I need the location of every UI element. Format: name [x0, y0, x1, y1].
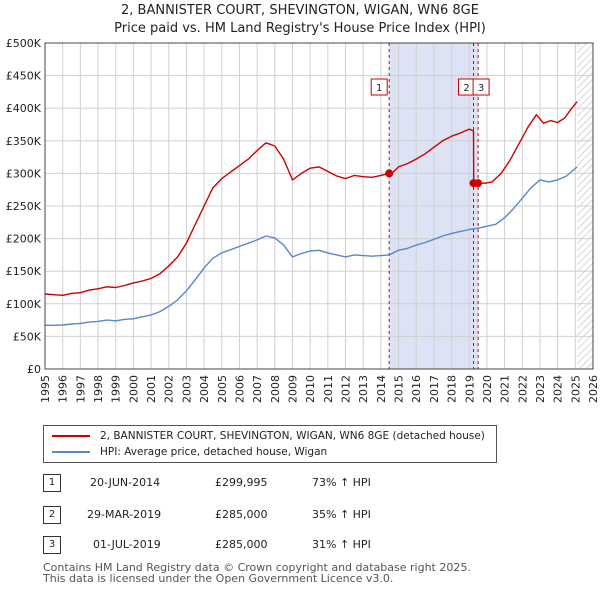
x-tick-label: 2003 [180, 375, 193, 403]
y-tick-label: £50K [13, 330, 42, 343]
sale-label-group: 2 [458, 78, 476, 96]
legend-line-property [52, 435, 90, 437]
footer-licence: This data is licensed under the Open Gov… [43, 572, 394, 585]
transaction-date: 20-JUN-2014 [90, 476, 161, 489]
legend-line-hpi [52, 451, 90, 453]
transaction-date: 29-MAR-2019 [87, 508, 162, 521]
x-tick-label: 2012 [340, 375, 353, 403]
transaction-price: £285,000 [215, 538, 268, 551]
sale-label-text: 2 [463, 83, 469, 94]
y-tick-label: £450K [6, 70, 42, 83]
x-tick-label: 2011 [322, 375, 335, 403]
x-tick-label: 2002 [163, 375, 176, 403]
property-price-line [44, 101, 578, 296]
x-tick-label: 2014 [375, 375, 388, 403]
x-tick-label: 2020 [481, 375, 494, 403]
legend-item-property: 2, BANNISTER COURT, SHEVINGTON, WIGAN, W… [52, 428, 485, 444]
transaction-hpi-change: 35% ↑ HPI [312, 508, 371, 521]
y-tick-label: £200K [6, 233, 42, 246]
legend-label-property: 2, BANNISTER COURT, SHEVINGTON, WIGAN, W… [100, 430, 485, 442]
x-tick-label: 2000 [127, 375, 140, 403]
legend-label-hpi: HPI: Average price, detached house, Wiga… [100, 446, 328, 458]
x-tick-label: 2025 [569, 375, 582, 403]
x-tick-label: 2015 [393, 375, 406, 403]
transaction-number: 1 [43, 474, 61, 492]
legend-item-hpi: HPI: Average price, detached house, Wiga… [52, 444, 327, 460]
price-chart: 1 2 3 £0 £50K £100K £150K £200K £250K £300K £350K £… [6, 37, 600, 403]
hpi-line [45, 166, 578, 326]
sale-label-group: 1 [370, 78, 388, 96]
x-tick-label: 2006 [233, 375, 246, 403]
transaction-number: 2 [43, 506, 61, 524]
footer-copyright: Contains HM Land Registry data © Crown c… [43, 561, 471, 574]
sale-label-box [472, 78, 490, 96]
y-tick-label: £0 [27, 363, 41, 376]
y-tick-label: £400K [6, 102, 42, 115]
x-tick-label: 2010 [304, 375, 317, 403]
x-tick-label: 2016 [410, 375, 423, 403]
y-tick-label: £150K [6, 265, 42, 278]
transaction-price: £285,000 [215, 508, 268, 521]
plot-border [44, 42, 594, 370]
x-tick-label: 1999 [110, 375, 123, 403]
x-tick-label: 1998 [92, 375, 105, 403]
x-tick-label: 2019 [463, 375, 476, 403]
x-tick-label: 2024 [552, 375, 565, 403]
x-tick-label: 1997 [74, 375, 87, 403]
y-tick-label: £350K [6, 135, 42, 148]
y-tick-label: £250K [6, 200, 42, 213]
x-tick-label: 2001 [145, 375, 158, 403]
x-tick-label: 2022 [516, 375, 529, 403]
legend: 2, BANNISTER COURT, SHEVINGTON, WIGAN, W… [43, 425, 497, 463]
x-tick-label: 2026 [587, 375, 600, 403]
sale-point [385, 169, 394, 178]
x-tick-label: 2013 [357, 375, 370, 403]
x-tick-label: 2007 [251, 375, 264, 403]
sale-point [474, 179, 483, 188]
y-tick-label: £500K [6, 37, 42, 50]
sale-label-text: 3 [478, 83, 484, 94]
y-tick-label: £100K [6, 298, 42, 311]
transaction-price: £299,995 [215, 476, 268, 489]
x-tick-label: 2008 [269, 375, 282, 403]
x-tick-label: 2023 [534, 375, 547, 403]
x-tick-label: 2004 [198, 375, 211, 403]
x-tick-label: 2009 [286, 375, 299, 403]
x-tick-label: 1995 [39, 375, 52, 403]
x-tick-label: 2018 [446, 375, 459, 403]
transaction-number: 3 [43, 536, 61, 554]
chart-title: 2, BANNISTER COURT, SHEVINGTON, WIGAN, W… [121, 3, 479, 18]
transaction-hpi-change: 73% ↑ HPI [312, 476, 371, 489]
x-tick-label: 2005 [216, 375, 229, 403]
chart-subtitle: Price paid vs. HM Land Registry's House … [114, 21, 486, 36]
sale-label-box [370, 78, 388, 96]
sale-label-group: 3 [472, 78, 490, 96]
sale-label-text: 1 [376, 83, 382, 94]
transaction-hpi-change: 31% ↑ HPI [312, 538, 371, 551]
x-tick-label: 1996 [57, 375, 70, 403]
y-tick-label: £300K [6, 167, 42, 180]
x-tick-label: 2017 [428, 375, 441, 403]
transaction-date: 01-JUL-2019 [93, 538, 161, 551]
x-tick-label: 2021 [499, 375, 512, 403]
